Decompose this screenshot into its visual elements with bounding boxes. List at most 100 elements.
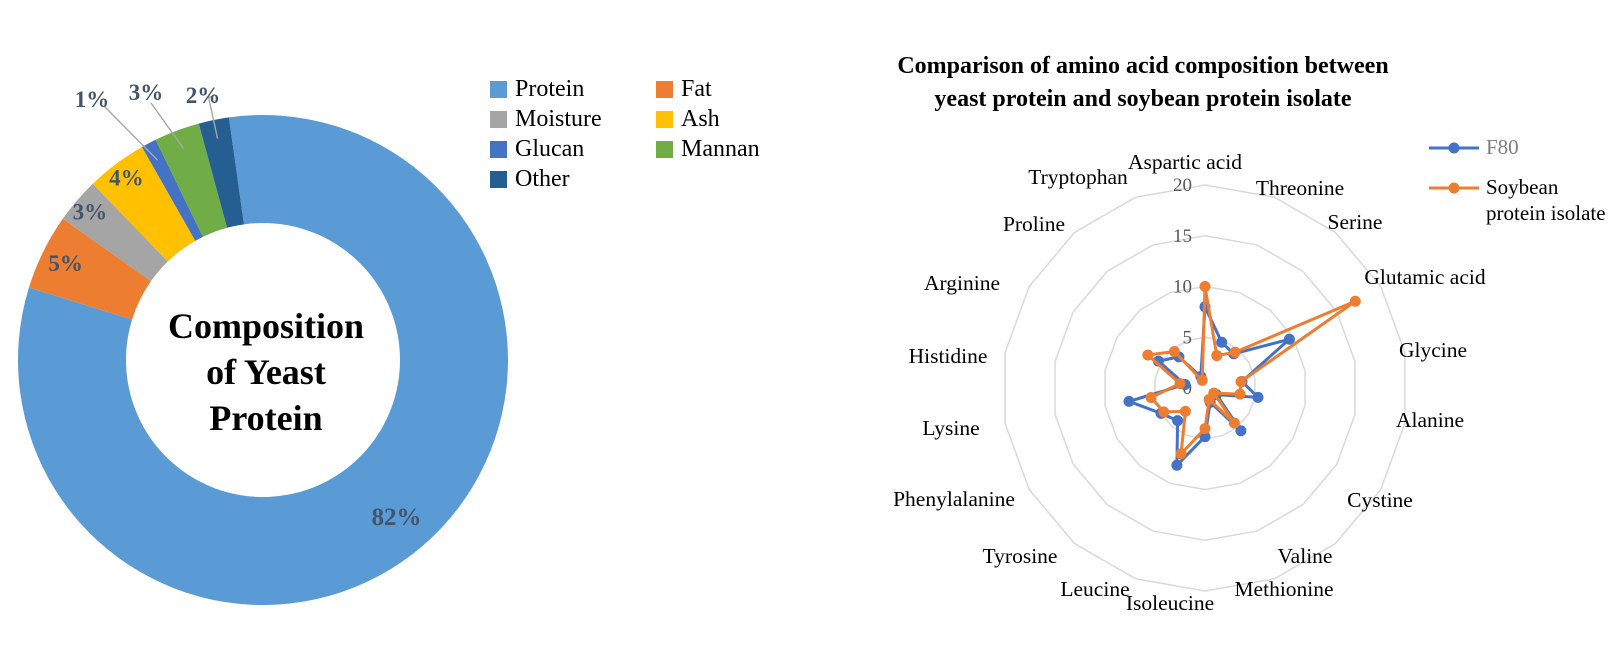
- legend-swatch-icon: [490, 170, 507, 188]
- radar-data-point-f80-valine: [1235, 425, 1247, 437]
- donut-slice-moisture: [62, 183, 168, 282]
- radar-data-point-soybean-protein-isolate-leucine: [1175, 448, 1187, 460]
- radar-data-point-soybean-protein-isolate-arginine: [1142, 349, 1154, 361]
- radar-series-f80: [1127, 305, 1291, 467]
- donut-legend-label: Protein: [515, 76, 585, 102]
- donut-legend-item-other: Other: [490, 164, 602, 194]
- radar-data-point-soybean-protein-isolate-serine: [1229, 346, 1241, 358]
- radar-data-point-soybean-protein-isolate-threonine: [1211, 350, 1223, 362]
- radar-data-point-soybean-protein-isolate-methionine: [1203, 393, 1215, 405]
- radar-title-line-2: yeast protein and soybean protein isolat…: [934, 86, 1352, 112]
- donut-legend-item-protein: Protein: [490, 74, 602, 104]
- donut-legend-label: Fat: [681, 76, 712, 102]
- donut-slice-fat: [28, 218, 152, 320]
- donut-slice-protein: [17, 115, 509, 605]
- radar-legend-item-f80: F80: [1428, 134, 1606, 160]
- donut-slice-label-other: 2%: [186, 83, 221, 108]
- radar-legend: F80 Soybean protein isolate: [1428, 134, 1606, 240]
- radar-data-point-f80-lysine: [1123, 395, 1135, 407]
- donut-center-line-3: Protein: [209, 398, 323, 438]
- radar-data-point-soybean-protein-isolate-proline: [1168, 345, 1180, 357]
- legend-swatch-icon: [656, 80, 673, 98]
- radar-data-point-f80-tyrosine: [1172, 415, 1184, 427]
- radar-data-point-soybean-protein-isolate-phenylalanine: [1158, 406, 1170, 418]
- radar-data-point-f80-threonine: [1216, 336, 1228, 348]
- radar-axis-label-lysine: Lysine: [922, 416, 979, 440]
- radar-data-point-soybean-protein-isolate-glycine: [1235, 376, 1247, 388]
- radar-gridline-15: [1054, 234, 1356, 542]
- radar-axis-label-glycine: Glycine: [1399, 338, 1467, 362]
- radar-axis-label-arginine: Arginine: [924, 271, 1000, 295]
- radar-tick-label-15: 15: [1173, 226, 1192, 247]
- radar-data-point-soybean-protein-isolate-aspartic-acid: [1199, 281, 1211, 292]
- radar-data-point-soybean-protein-isolate-tyrosine: [1179, 405, 1191, 417]
- radar-tick-label-10: 10: [1173, 277, 1192, 298]
- radar-axis-label-glutamic-acid: Glutamic acid: [1364, 265, 1485, 289]
- donut-legend-item-fat: Fat: [656, 74, 760, 104]
- radar-axis-label-tryptophan: Tryptophan: [1028, 165, 1128, 189]
- donut-center-line-1: Composition: [167, 306, 365, 346]
- radar-data-point-soybean-protein-isolate-valine: [1228, 417, 1240, 429]
- radar-title-line-1: Comparison of amino acid composition bet…: [897, 53, 1389, 79]
- radar-gridline-20: [1004, 184, 1406, 592]
- donut-legend-label: Other: [515, 166, 570, 192]
- radar-axis-label-cystine: Cystine: [1347, 488, 1413, 512]
- donut-slice-label-mannan: 3%: [129, 80, 164, 105]
- radar-axis-label-aspartic-acid: Aspartic acid: [1128, 150, 1242, 174]
- donut-legend-column-2: Fat Ash Mannan: [656, 74, 760, 164]
- radar-data-point-soybean-protein-isolate-alanine: [1234, 388, 1246, 400]
- donut-legend-label: Mannan: [681, 136, 760, 162]
- radar-legend-soybean-line-2: protein isolate: [1486, 201, 1606, 225]
- donut-leader-line-other: [207, 96, 219, 139]
- legend-swatch-icon: [490, 110, 507, 128]
- donut-legend-item-mannan: Mannan: [656, 134, 760, 164]
- donut-legend-label: Ash: [681, 106, 720, 132]
- radar-legend-label-soybean: Soybean protein isolate: [1486, 174, 1606, 226]
- donut-slice-glucan: [141, 139, 203, 241]
- radar-data-point-f80-leucine: [1171, 459, 1183, 471]
- radar-tick-label-5: 5: [1183, 327, 1193, 348]
- radar-legend-label-f80: F80: [1486, 135, 1519, 159]
- radar-axis-label-leucine: Leucine: [1060, 577, 1129, 601]
- donut-legend-item-ash: Ash: [656, 104, 760, 134]
- radar-axis-label-isoleucine: Isoleucine: [1126, 591, 1214, 615]
- donut-slice-ash: [92, 146, 196, 262]
- radar-axis-label-valine: Valine: [1278, 544, 1333, 568]
- donut-slice-mannan: [155, 123, 228, 237]
- radar-data-point-f80-alanine: [1252, 391, 1264, 403]
- donut-center-line-2: of Yeast: [206, 352, 326, 392]
- donut-legend-item-glucan: Glucan: [490, 134, 602, 164]
- soybean-series-marker-icon: [1429, 182, 1479, 194]
- radar-axis-label-threonine: Threonine: [1256, 176, 1344, 200]
- radar-data-point-f80-glutamic-acid: [1283, 333, 1295, 345]
- radar-axis-label-serine: Serine: [1328, 210, 1383, 234]
- radar-data-point-soybean-protein-isolate-histidine: [1174, 378, 1186, 390]
- radar-data-point-soybean-protein-isolate-isoleucine: [1199, 423, 1211, 435]
- donut-legend-label: Glucan: [515, 136, 585, 162]
- donut-slice-label-fat: 5%: [48, 251, 83, 276]
- donut-center-title: Composition of Yeast Protein: [168, 303, 364, 441]
- legend-swatch-icon: [656, 110, 673, 128]
- donut-legend-label: Moisture: [515, 106, 602, 132]
- donut-slice-label-moisture: 3%: [73, 200, 108, 225]
- radar-title: Comparison of amino acid composition bet…: [868, 50, 1418, 116]
- donut-slice-label-glucan: 1%: [75, 87, 110, 112]
- donut-slice-label-ash: 4%: [109, 165, 144, 190]
- radar-axis-label-methionine: Methionine: [1234, 577, 1333, 601]
- donut-legend-item-moisture: Moisture: [490, 104, 602, 134]
- radar-data-point-soybean-protein-isolate-tryptophan: [1196, 374, 1208, 386]
- radar-axis-label-phenylalanine: Phenylalanine: [893, 487, 1015, 511]
- f80-series-marker-icon: [1429, 142, 1479, 154]
- donut-legend-column-1: Protein Moisture Glucan Other: [490, 74, 602, 194]
- radar-axis-label-tyrosine: Tyrosine: [983, 544, 1058, 568]
- legend-swatch-icon: [490, 140, 507, 158]
- radar-axis-label-alanine: Alanine: [1396, 408, 1464, 432]
- radar-axis-label-proline: Proline: [1003, 212, 1065, 236]
- radar-data-point-soybean-protein-isolate-lysine: [1145, 392, 1157, 404]
- donut-leader-line-glucan: [103, 105, 159, 161]
- radar-tick-label-20: 20: [1173, 175, 1192, 196]
- radar-data-point-f80-isoleucine: [1199, 431, 1211, 443]
